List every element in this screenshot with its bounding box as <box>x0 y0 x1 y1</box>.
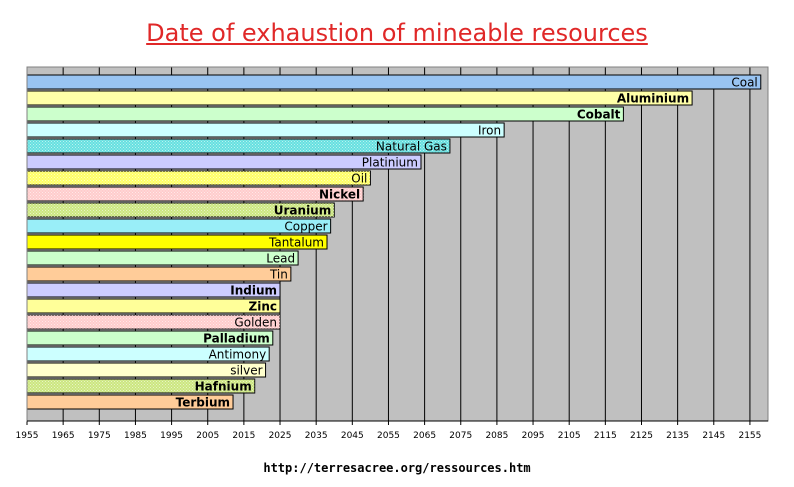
x-tick-label: 2085 <box>485 431 508 441</box>
bar-tin <box>26 266 292 282</box>
bar-cobalt <box>26 106 624 122</box>
bar-label: Lead <box>266 252 295 266</box>
x-tick-label: 1955 <box>16 431 39 441</box>
bar-aluminium <box>26 90 693 106</box>
bar-label: Cobalt <box>577 108 621 122</box>
x-tick-label: 2125 <box>630 431 653 441</box>
bar-iron <box>26 122 505 138</box>
bar-label: Palladium <box>203 332 270 346</box>
x-tick-label: 2155 <box>738 431 761 441</box>
x-tick-label: 2145 <box>702 431 725 441</box>
bar-label: Iron <box>478 124 501 138</box>
bar-pattern <box>27 315 281 329</box>
bar-label: Zinc <box>249 300 277 314</box>
bar-label: Terbium <box>176 396 230 410</box>
bar-pattern <box>27 379 255 393</box>
bar-label: Aluminium <box>617 92 689 106</box>
x-tick-label: 2055 <box>377 431 400 441</box>
x-tick-label: 2095 <box>522 431 545 441</box>
bar-label: Coal <box>731 76 757 90</box>
bar-label: Indium <box>230 284 277 298</box>
bar-pattern <box>27 187 364 201</box>
bar-label: Oil <box>351 172 367 186</box>
x-tick-label: 2035 <box>305 431 328 441</box>
x-tick-label: 2135 <box>666 431 689 441</box>
x-tick-label: 2005 <box>196 431 219 441</box>
x-tick-label: 1995 <box>160 431 183 441</box>
bar-label: Tantalum <box>268 236 324 250</box>
bar-label: Natural Gas <box>376 140 447 154</box>
x-tick-label: 2115 <box>594 431 617 441</box>
bar-label: Tin <box>269 268 288 282</box>
bar-pattern <box>27 203 335 217</box>
x-tick-label: 2075 <box>449 431 472 441</box>
bar-lead <box>26 250 299 266</box>
x-tick-label: 2065 <box>413 431 436 441</box>
x-tick-label: 2015 <box>232 431 255 441</box>
source-url: http://terresacree.org/ressources.htm <box>263 461 531 475</box>
bar-label: Nickel <box>319 188 360 202</box>
x-tick-label: 2105 <box>558 431 581 441</box>
chart-title: Date of exhaustion of mineable resources <box>146 19 648 47</box>
bar-label: Golden <box>234 316 277 330</box>
x-tick-label: 1965 <box>52 431 75 441</box>
bar-zinc <box>26 298 281 314</box>
bar-pattern <box>27 171 371 185</box>
bar-label: Copper <box>284 220 327 234</box>
bar-label: silver <box>230 364 262 378</box>
bar-label: Uranium <box>274 204 331 218</box>
bar-coal <box>26 74 762 90</box>
bar-pattern <box>27 139 450 153</box>
bar-label: Platinium <box>362 156 418 170</box>
x-tick-label: 2025 <box>269 431 292 441</box>
bar-label: Hafnium <box>195 380 252 394</box>
x-tick-label: 1975 <box>88 431 111 441</box>
x-tick-label: 1985 <box>124 431 147 441</box>
bar-label: Antimony <box>209 348 267 362</box>
x-tick-label: 2045 <box>341 431 364 441</box>
